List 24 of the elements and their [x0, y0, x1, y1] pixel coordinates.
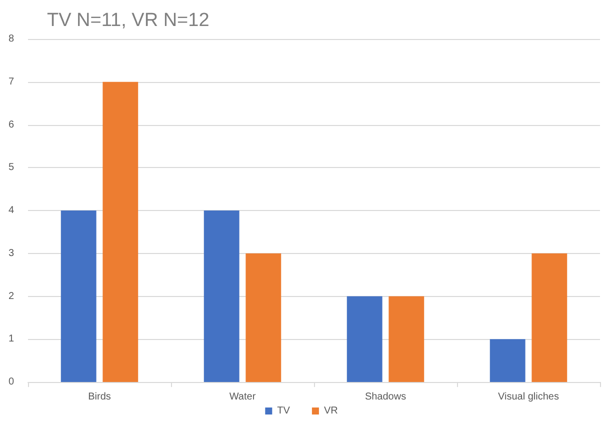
bar — [490, 339, 526, 382]
bar — [532, 253, 568, 382]
y-tick-label: 5 — [8, 162, 14, 174]
chart-title: TV N=11, VR N=12 — [47, 10, 210, 31]
legend-label: VR — [324, 406, 338, 416]
y-tick-label: 1 — [8, 334, 14, 345]
x-tick-label: Shadows — [364, 392, 406, 402]
x-tick-label: Visual gliches — [498, 392, 559, 402]
y-tick-label: 6 — [8, 119, 14, 130]
bar — [102, 82, 138, 382]
bar — [346, 296, 382, 382]
y-tick-label: 0 — [8, 376, 14, 388]
y-tick-label: 7 — [8, 76, 14, 88]
y-tick-label: 2 — [8, 290, 14, 302]
y-tick-label: 3 — [8, 248, 14, 259]
bar — [246, 253, 282, 382]
y-tick-label: 8 — [8, 34, 14, 44]
y-tick-label: 4 — [8, 205, 14, 216]
legend-label: TV — [277, 406, 290, 416]
bar — [204, 210, 240, 382]
x-tick-label: Water — [229, 392, 256, 402]
x-tick-label: Birds — [88, 392, 111, 402]
bar — [60, 210, 96, 382]
bar — [388, 296, 424, 382]
